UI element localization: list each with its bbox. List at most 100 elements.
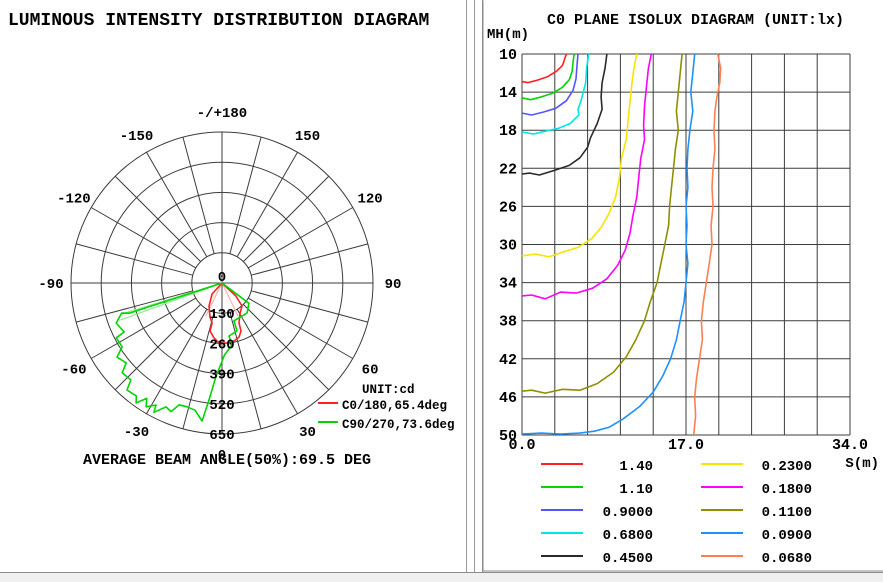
legend-line-swatch — [701, 463, 743, 466]
legend-line-swatch — [541, 486, 583, 489]
average-beam-angle-caption: AVERAGE BEAM ANGLE(50%):69.5 DEG — [82, 452, 372, 469]
legend-value-label: 0.6800 — [602, 528, 653, 544]
y-tick-label: 10 — [499, 47, 517, 64]
y-tick-label: 26 — [499, 199, 517, 216]
legend-value-label: 0.1100 — [761, 505, 812, 521]
polar-spoke — [251, 290, 368, 323]
curve-c90-270 — [115, 282, 250, 422]
polar-spoke — [247, 297, 354, 359]
polar-spoke — [236, 151, 298, 258]
center-zero-label: 0 — [218, 270, 226, 286]
polar-unit-label: UNIT:cd — [362, 383, 415, 397]
left-chart-title: LUMINOUS INTENSITY DISTRIBUTION DIAGRAM — [8, 11, 430, 31]
isolux-contour-0.9000 — [521, 53, 579, 116]
angle-label: -120 — [57, 192, 91, 208]
polar-legend-row: C0/180,65.4deg — [318, 396, 448, 413]
legend-line-swatch — [318, 421, 338, 424]
angle-label: -30 — [124, 425, 149, 441]
polar-spoke — [90, 207, 197, 269]
isolux-contour-0.0900 — [521, 53, 696, 435]
isolux-contour-0.2300 — [521, 53, 638, 258]
isolux-legend-row: 0.0900 — [701, 528, 812, 546]
angle-label: -90 — [38, 277, 63, 293]
angle-label: 0 — [218, 448, 226, 464]
beam-angle-line — [221, 282, 239, 317]
ring-value-label: 390 — [209, 368, 234, 384]
curve-c0-180 — [208, 282, 243, 344]
isolux-legend-row: 1.40 — [541, 459, 653, 477]
ring-value-label: 520 — [209, 398, 234, 414]
polar-spoke — [114, 304, 201, 391]
angle-label: -150 — [120, 129, 154, 145]
angle-label: 60 — [362, 363, 379, 379]
polar-legend-row: C90/270,73.6deg — [318, 415, 455, 432]
isolux-contour-0.4500 — [521, 53, 608, 176]
polar-spoke — [236, 308, 298, 415]
legend-value-label: 0.1800 — [761, 482, 812, 498]
isolux-legend-row: 0.0680 — [701, 551, 812, 569]
x-tick-label: 34.0 — [832, 437, 868, 454]
legend-value-label: 1.40 — [619, 459, 653, 475]
legend-value-label: 0.0680 — [761, 551, 812, 567]
isolux-legend-row: 0.1800 — [701, 482, 812, 500]
legend-line-swatch — [701, 509, 743, 512]
y-tick-label: 38 — [499, 314, 517, 331]
x-tick-label: 0.0 — [508, 437, 535, 454]
polar-chart: 0 30 60 90 120 150 -/+180 -150 -120 -90 -60 -30 130 2… — [38, 106, 402, 464]
angle-label: 30 — [299, 425, 316, 441]
isolux-contour-0.1800 — [521, 53, 653, 300]
legend-line-swatch — [701, 532, 743, 535]
polar-spoke — [146, 151, 208, 258]
legend-line-swatch — [541, 555, 583, 558]
isolux-contour-1.40 — [521, 53, 568, 84]
isolux-legend-row: 0.4500 — [541, 551, 653, 569]
isolux-legend-row: 0.2300 — [701, 459, 812, 477]
beam-angle-line — [205, 282, 223, 317]
y-tick-label: 50 — [499, 428, 517, 445]
x-tick-label: 17.0 — [668, 437, 704, 454]
angle-label: 90 — [385, 277, 402, 293]
y-axis-label: MH(m) — [487, 27, 530, 43]
y-tick-label: 46 — [499, 390, 517, 407]
y-tick-label: 14 — [499, 85, 517, 102]
legend-line-swatch — [318, 402, 338, 405]
angle-label: 120 — [357, 192, 382, 208]
y-tick-label: 18 — [499, 123, 517, 140]
isolux-contour-0.6800 — [521, 53, 590, 135]
window-bottom-strip — [0, 572, 883, 582]
legend-value-label: 0.4500 — [602, 551, 653, 567]
legend-value-label: 1.10 — [619, 482, 653, 498]
ring-value-label: 260 — [209, 337, 234, 353]
isolux-legend-row: 0.9000 — [541, 505, 653, 523]
isolux-legend-row: 0.1100 — [701, 505, 812, 523]
isolux-panel: C0 PLANE ISOLUX DIAGRAM (UNIT:lx) MH(m) … — [482, 0, 883, 582]
polar-spoke — [146, 308, 208, 415]
polar-spoke — [182, 312, 215, 429]
legend-value-label: 0.9000 — [602, 505, 653, 521]
legend-line-swatch — [701, 555, 743, 558]
angle-label: -60 — [61, 363, 86, 379]
legend-label: C90/270,73.6deg — [342, 418, 455, 432]
legend-line-swatch — [541, 509, 583, 512]
right-chart-title: C0 PLANE ISOLUX DIAGRAM (UNIT:lx) — [546, 12, 845, 29]
ring-value-label: 650 — [209, 428, 234, 444]
polar-spoke — [114, 175, 201, 262]
polar-spoke — [251, 243, 368, 276]
polar-spoke — [247, 207, 354, 269]
polar-spoke — [76, 243, 193, 276]
isolux-contour-0.0680 — [692, 53, 722, 436]
angle-label: -/+180 — [197, 106, 247, 122]
legend-value-label: 0.0900 — [761, 528, 812, 544]
isolux-contour-0.1100 — [521, 53, 683, 394]
legend-line-swatch — [541, 532, 583, 535]
isolux-legend-row: 1.10 — [541, 482, 653, 500]
panel-separator — [466, 0, 475, 582]
legend-label: C0/180,65.4deg — [342, 399, 448, 413]
x-axis-label: S(m) — [845, 456, 879, 472]
polar-spoke — [76, 290, 193, 323]
y-tick-label: 34 — [499, 276, 517, 293]
polar-spoke — [182, 137, 215, 254]
legend-line-swatch — [701, 486, 743, 489]
polar-spoke — [243, 175, 330, 262]
